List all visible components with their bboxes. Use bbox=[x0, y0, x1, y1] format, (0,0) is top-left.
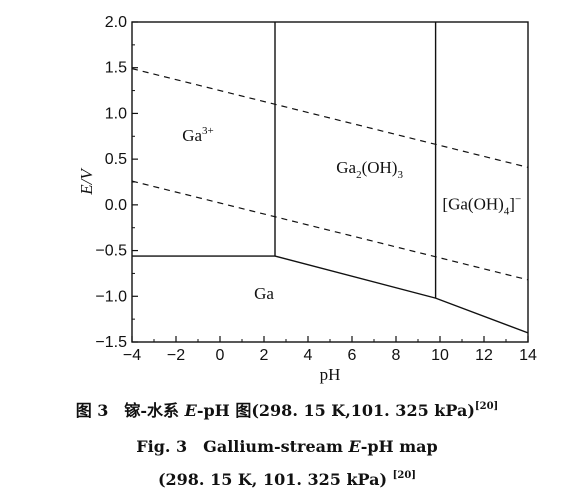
y-tick-label: −1.0 bbox=[95, 288, 127, 305]
y-tick-label: −1.5 bbox=[95, 334, 127, 351]
region-label: Ga3+ bbox=[182, 125, 214, 145]
x-tick-label: 12 bbox=[475, 347, 493, 364]
caption-en2-ref: [20] bbox=[392, 470, 417, 481]
caption-en1-e: E bbox=[348, 437, 361, 456]
y-axis-label: E/V bbox=[77, 167, 96, 196]
x-tick-label: −4 bbox=[123, 347, 141, 364]
caption-zh-e: E bbox=[184, 401, 197, 420]
y-tick-label: 0.5 bbox=[105, 151, 127, 168]
x-axis-label: pH bbox=[320, 365, 341, 384]
region-label: Ga2(OH)3 bbox=[336, 158, 403, 181]
x-tick-label: 6 bbox=[348, 347, 357, 364]
water-stability-line bbox=[131, 180, 529, 281]
x-tick-label: 14 bbox=[519, 347, 537, 364]
x-tick-label: 2 bbox=[260, 347, 269, 364]
y-axis-ticks: 2.0 1.5 1.0 0.5 0.0 −0.5 −1.0 −1.5 bbox=[95, 14, 138, 351]
caption-en1-suffix: -pH map bbox=[360, 437, 438, 456]
series-lines bbox=[131, 22, 529, 334]
x-tick-label: −2 bbox=[167, 347, 185, 364]
caption-english-line2: (298. 15 K, 101. 325 kPa) [20] bbox=[0, 470, 574, 489]
phase-boundary-line bbox=[274, 255, 529, 334]
x-tick-label: 0 bbox=[216, 347, 225, 364]
x-axis-ticks: −4 −2 0 2 4 6 8 10 12 14 bbox=[123, 336, 537, 364]
region-label: [Ga(OH)4]− bbox=[442, 193, 521, 217]
water-stability-line bbox=[131, 68, 529, 168]
y-tick-label: 0.0 bbox=[105, 197, 127, 214]
ph-diagram-chart: −4 −2 0 2 4 6 8 10 12 14 2.0 1.5 1.0 0.5 0.0 −0.5 −1.0 −… bbox=[77, 14, 537, 384]
y-tick-label: 1.5 bbox=[105, 60, 127, 77]
caption-en2-text: (298. 15 K, 101. 325 kPa) bbox=[157, 470, 388, 489]
caption-chinese: 图 3 镓-水系 E-pH 图(298. 15 K,101. 325 kPa)[… bbox=[0, 397, 574, 421]
y-tick-label: 1.0 bbox=[105, 105, 127, 122]
plot-frame bbox=[131, 21, 529, 343]
caption-zh-ref: [20] bbox=[474, 401, 499, 412]
caption-zh-prefix: 图 3 镓-水系 bbox=[75, 401, 185, 420]
y-tick-label: −0.5 bbox=[95, 243, 127, 260]
caption-zh-mid: -pH 图(298. 15 K,101. 325 kPa) bbox=[196, 401, 475, 420]
y-tick-label: 2.0 bbox=[105, 14, 127, 31]
caption-en1-prefix: Fig. 3 Gallium-stream bbox=[136, 437, 349, 456]
region-labels: Ga3+ Ga2(OH)3 [Ga(OH)4]− Ga bbox=[182, 125, 521, 303]
x-tick-label: 8 bbox=[392, 347, 401, 364]
caption-english-line1: Fig. 3 Gallium-stream E-pH map bbox=[0, 433, 574, 457]
region-label: Ga bbox=[254, 284, 274, 303]
x-tick-label: 10 bbox=[431, 347, 449, 364]
x-tick-label: 4 bbox=[304, 347, 313, 364]
